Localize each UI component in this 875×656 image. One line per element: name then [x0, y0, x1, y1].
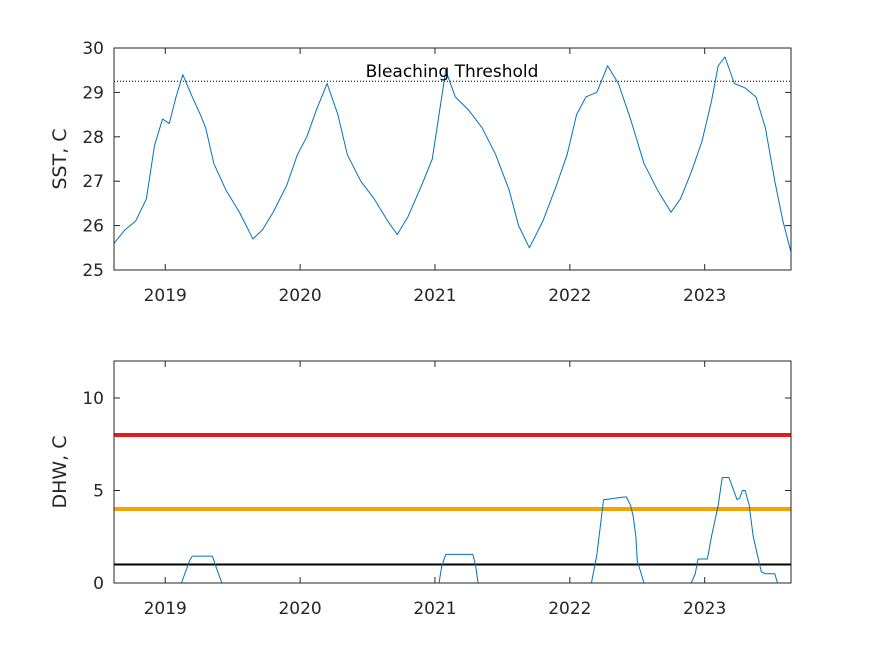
sst-y-axis-label: SST, C [49, 128, 71, 189]
sst-y-tick-label: 30 [82, 39, 104, 59]
sst-x-tick-label: 2022 [548, 286, 591, 306]
dhw-x-tick-label: 2022 [548, 599, 591, 619]
sst-axes-box [113, 47, 792, 271]
dhw-y-axis-label: DHW, C [49, 435, 71, 508]
dhw-x-tick-label: 2020 [278, 599, 321, 619]
dhw-series-line [114, 477, 791, 584]
dhw-y-tick-label: 10 [82, 389, 104, 409]
dhw-y-tick-label: 0 [93, 574, 104, 594]
sst-y-tick-label: 28 [82, 128, 104, 148]
dhw-reference-lines [114, 433, 791, 566]
sst-x-tick-label: 2021 [413, 286, 456, 306]
sst-ticks: 2019 2020 2021 2022 2023 25 26 27 28 29 30 [82, 39, 791, 306]
dhw-x-tick-label: 2023 [683, 599, 726, 619]
bleaching-threshold-label: Bleaching Threshold [366, 62, 539, 82]
dhw-x-tick-label: 2019 [144, 599, 187, 619]
dhw-x-tick-label: 2021 [413, 599, 456, 619]
sst-x-tick-label: 2020 [278, 286, 321, 306]
dhw-ticks: 2019 2020 2021 2022 2023 0 5 10 [82, 361, 791, 619]
dhw-axes-box [113, 360, 792, 584]
dhw-y-tick-label: 5 [93, 482, 104, 502]
sst-y-tick-label: 26 [82, 217, 104, 237]
sst-y-tick-label: 25 [82, 261, 104, 281]
sst-axes: 2019 2020 2021 2022 2023 25 26 27 28 29 30 Bleachi… [49, 39, 792, 306]
sst-x-tick-label: 2023 [683, 286, 726, 306]
dhw-plot-area [114, 477, 791, 584]
sst-y-tick-label: 27 [82, 172, 104, 192]
sst-x-tick-label: 2019 [144, 286, 187, 306]
dhw-axes: 2019 2020 2021 2022 2023 0 5 10 DHW, C [49, 360, 792, 619]
sst-plot-area [113, 56, 792, 253]
sst-series-line [113, 56, 792, 253]
sst-y-tick-label: 29 [82, 83, 104, 103]
